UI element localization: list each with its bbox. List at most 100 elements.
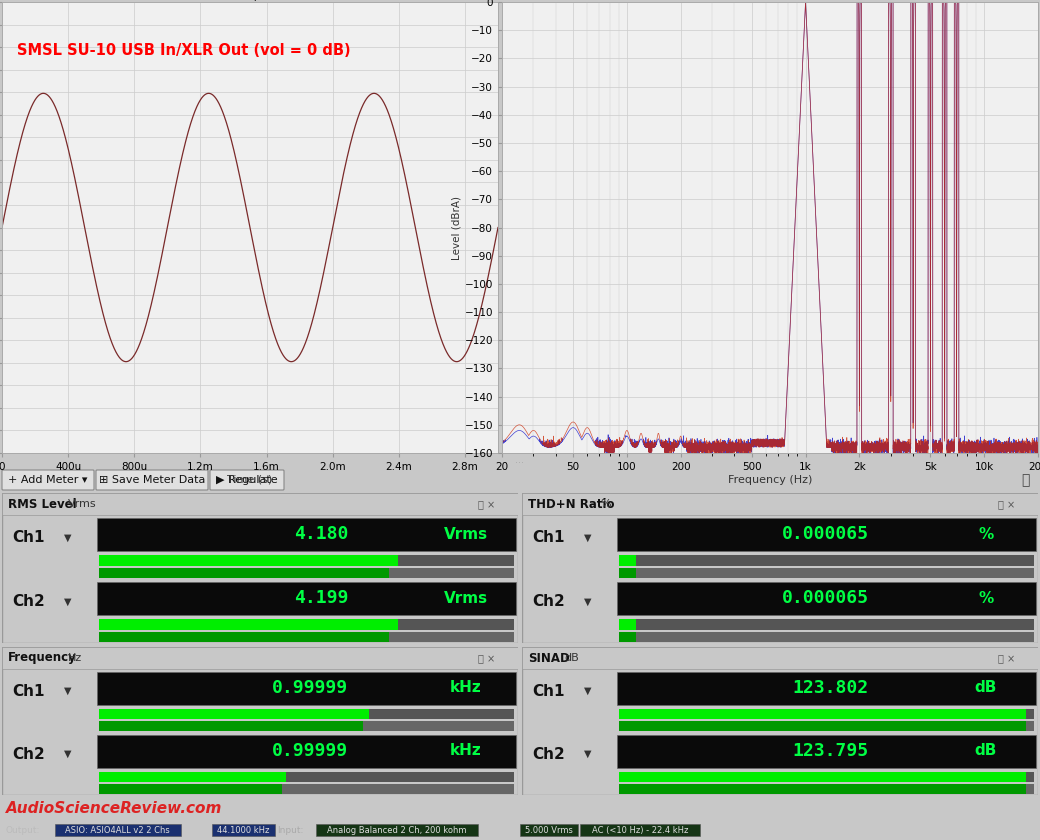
Bar	[99, 722, 514, 732]
Text: ⊞ Save Meter Data: ⊞ Save Meter Data	[99, 475, 205, 485]
Text: dB: dB	[974, 680, 997, 696]
Bar	[619, 633, 1034, 643]
Bar	[619, 709, 1034, 719]
Text: ▼: ▼	[584, 533, 592, 543]
Text: 0.000065: 0.000065	[781, 589, 868, 607]
Bar	[99, 772, 286, 782]
Bar	[619, 555, 1034, 565]
Text: RMS Level: RMS Level	[8, 497, 77, 511]
Bar	[99, 722, 363, 732]
Text: Ch1: Ch1	[12, 684, 45, 699]
Text: Analog Balanced 2 Ch, 200 kohm: Analog Balanced 2 Ch, 200 kohm	[328, 826, 467, 835]
Bar	[617, 672, 1036, 705]
Bar	[619, 722, 1025, 732]
Text: SMSL SU-10 USB In/XLR Out (vol = 0 dB): SMSL SU-10 USB In/XLR Out (vol = 0 dB)	[17, 43, 350, 58]
Text: Ch2: Ch2	[12, 594, 45, 609]
Text: THD+N Ratio: THD+N Ratio	[528, 497, 615, 511]
Text: ▼: ▼	[584, 686, 592, 696]
Bar	[97, 672, 516, 705]
Text: ▼: ▼	[64, 533, 72, 543]
Text: ▼: ▼	[64, 596, 72, 606]
Y-axis label: Level (dBrA): Level (dBrA)	[451, 196, 462, 260]
Text: ...: ...	[516, 455, 524, 465]
Bar	[522, 493, 1038, 515]
Text: SINAD: SINAD	[528, 652, 570, 664]
Bar	[619, 772, 1034, 782]
Bar	[316, 824, 478, 836]
Text: AC (<10 Hz) - 22.4 kHz: AC (<10 Hz) - 22.4 kHz	[592, 826, 688, 835]
Bar	[99, 568, 514, 579]
Bar	[619, 772, 1025, 782]
Bar	[99, 785, 282, 795]
Bar	[520, 824, 578, 836]
Text: ▼: ▼	[584, 749, 592, 759]
Bar	[619, 633, 635, 643]
Text: %: %	[978, 527, 993, 542]
Bar	[99, 619, 514, 629]
FancyBboxPatch shape	[210, 470, 284, 490]
Text: ▼: ▼	[64, 686, 72, 696]
Bar	[99, 555, 514, 565]
Text: Ch2: Ch2	[532, 594, 565, 609]
Text: kHz: kHz	[450, 680, 482, 696]
Text: %: %	[600, 499, 610, 509]
X-axis label: Time (s): Time (s)	[228, 475, 272, 485]
Bar	[619, 568, 635, 579]
Text: ▼: ▼	[64, 749, 72, 759]
Bar	[99, 555, 397, 565]
Bar	[97, 582, 516, 616]
Text: AudioScienceReview.com: AudioScienceReview.com	[6, 801, 223, 816]
Text: + Add Meter ▾: + Add Meter ▾	[8, 475, 87, 485]
Bar	[97, 518, 516, 552]
Bar	[99, 619, 397, 629]
Text: 123.802: 123.802	[792, 679, 868, 697]
Bar	[617, 518, 1036, 552]
Bar	[619, 555, 635, 565]
Text: 4.180: 4.180	[294, 525, 348, 543]
Bar	[99, 633, 514, 643]
Bar	[619, 619, 635, 629]
Bar	[522, 647, 1038, 669]
Bar	[99, 772, 514, 782]
Text: 0.000065: 0.000065	[781, 525, 868, 543]
Text: Hz: Hz	[68, 653, 82, 663]
Bar	[619, 785, 1034, 795]
Text: Ch2: Ch2	[12, 747, 45, 762]
Bar	[619, 709, 1025, 719]
FancyBboxPatch shape	[96, 470, 208, 490]
Bar	[580, 824, 700, 836]
Text: kHz: kHz	[450, 743, 482, 759]
Bar	[212, 824, 276, 836]
Text: 0.99999: 0.99999	[272, 679, 348, 697]
Text: 123.795: 123.795	[792, 742, 868, 760]
Text: Ch1: Ch1	[532, 684, 565, 699]
Text: %: %	[978, 591, 993, 606]
Text: Vrms: Vrms	[68, 499, 97, 509]
Text: 5.000 Vrms: 5.000 Vrms	[525, 826, 573, 835]
Bar	[617, 582, 1036, 616]
Bar	[2, 647, 518, 669]
Text: dB: dB	[564, 653, 578, 663]
FancyBboxPatch shape	[2, 470, 94, 490]
Text: 4.199: 4.199	[294, 589, 348, 607]
Text: Vrms: Vrms	[444, 591, 488, 606]
Bar	[99, 633, 389, 643]
Bar	[97, 735, 516, 768]
Bar	[619, 619, 1034, 629]
Text: Ch1: Ch1	[532, 530, 565, 545]
X-axis label: Frequency (Hz): Frequency (Hz)	[728, 475, 812, 485]
Text: ASIO: ASIO4ALL v2 2 Chs: ASIO: ASIO4ALL v2 2 Chs	[66, 826, 171, 835]
Text: 0.99999: 0.99999	[272, 742, 348, 760]
Text: Output:: Output:	[6, 826, 41, 835]
Text: Ch2: Ch2	[532, 747, 565, 762]
Bar	[55, 824, 181, 836]
Text: dB: dB	[974, 743, 997, 759]
Bar	[619, 722, 1034, 732]
Text: Ch1: Ch1	[12, 530, 45, 545]
Text: ▼: ▼	[584, 596, 592, 606]
Text: 44.1000 kHz: 44.1000 kHz	[217, 826, 269, 835]
Text: Input:: Input:	[277, 826, 304, 835]
Bar	[99, 709, 514, 719]
Bar	[99, 785, 514, 795]
Bar	[2, 493, 518, 515]
